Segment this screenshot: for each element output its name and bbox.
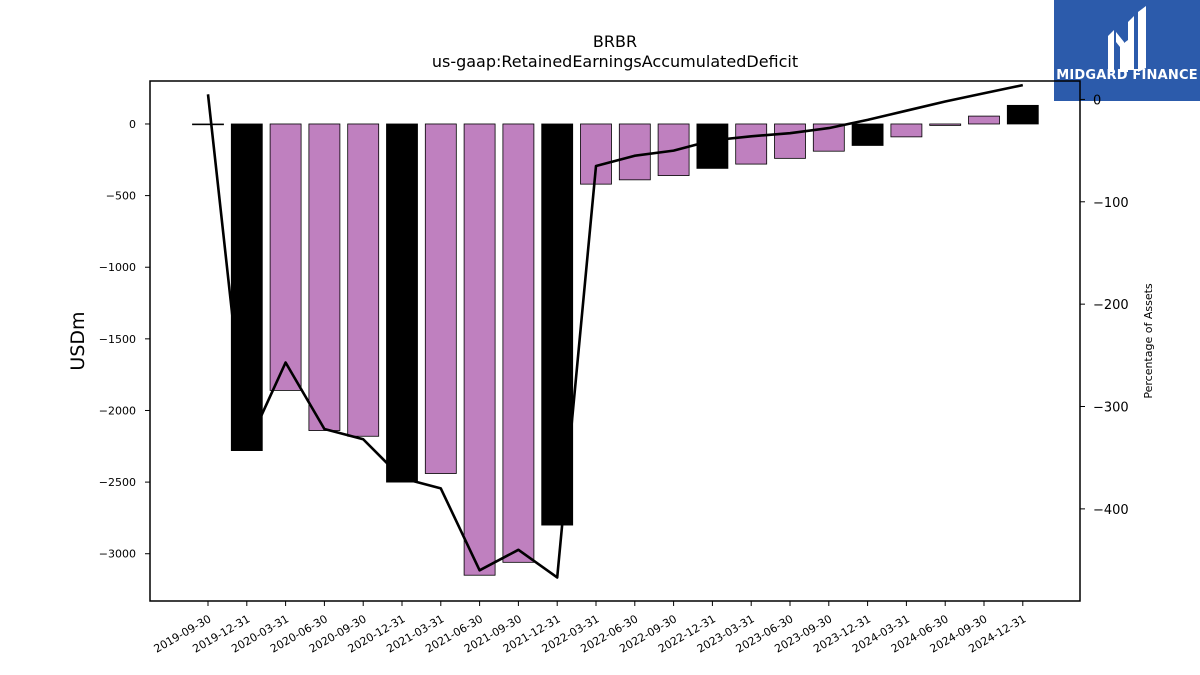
bar-2023-12-31 [851, 123, 884, 146]
plot-frame [149, 80, 1081, 602]
bar-2019-09-30 [192, 123, 224, 126]
bar-2023-03-31 [735, 123, 768, 165]
y2-tick-label: 0 [1093, 93, 1101, 108]
chart-title: BRBR [592, 32, 638, 51]
y2-axis-label: Percentage of Assets [1142, 283, 1155, 399]
chart-subtitle: us-gaap:RetainedEarningsAccumulatedDefic… [431, 52, 799, 71]
bar-2020-09-30 [347, 123, 380, 437]
bar-2024-06-30 [929, 123, 962, 126]
series-line-percentage-of-assets [206, 83, 1024, 579]
y-tick-label: −500 [106, 190, 136, 203]
logo-mark-icon [1108, 6, 1146, 72]
midgard-finance-logo: MIDGARD FINANCE [1054, 0, 1200, 101]
y2-tick-label: −400 [1093, 503, 1129, 518]
y2-tick-label: −200 [1093, 298, 1129, 313]
y2-tick-label: −300 [1093, 401, 1129, 416]
bar-2024-09-30 [968, 115, 1000, 125]
bar-2020-03-31 [269, 123, 302, 391]
y-tick-label: −3000 [99, 548, 136, 561]
bar-2021-09-30 [502, 123, 535, 563]
y-axis-label: USDm [67, 311, 89, 370]
bar-2021-06-30 [463, 123, 496, 576]
bar-2022-12-31 [696, 123, 729, 169]
y-tick-label: −1500 [99, 333, 136, 346]
y-tick-label: −2000 [99, 404, 136, 417]
bar-2022-06-30 [618, 123, 651, 181]
bar-2024-03-31 [890, 123, 923, 138]
y-tick-label: 0 [129, 118, 136, 131]
y-tick-label: −1000 [99, 261, 136, 274]
bar-2021-03-31 [424, 123, 457, 474]
bar-2023-06-30 [774, 123, 806, 159]
bar-2019-12-31 [230, 123, 263, 451]
y-tick-label: −2500 [99, 476, 136, 489]
logo-text: MIDGARD FINANCE [1056, 68, 1198, 83]
bar-2020-06-30 [308, 123, 341, 431]
bar-2020-12-31 [386, 123, 418, 483]
bar-2024-12-31 [1006, 104, 1039, 125]
y2-tick-label: −100 [1093, 196, 1129, 211]
